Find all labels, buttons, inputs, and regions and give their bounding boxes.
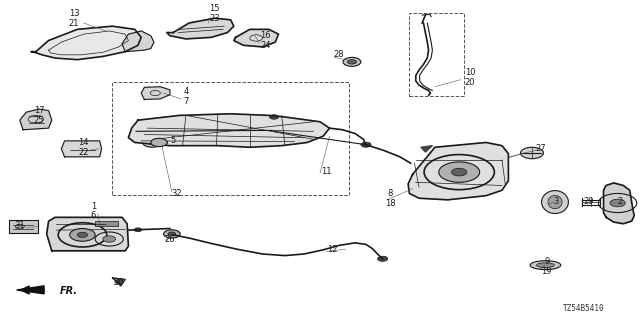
Circle shape [143,138,162,147]
Text: 30: 30 [113,278,124,287]
Text: 15
23: 15 23 [209,4,220,23]
Bar [113,82,349,195]
Bar [9,220,38,233]
Ellipse shape [541,191,568,213]
Text: 26: 26 [164,235,175,244]
Text: 2: 2 [618,197,623,206]
Circle shape [439,162,479,182]
Circle shape [148,140,157,145]
Circle shape [168,232,175,236]
Polygon shape [408,142,508,200]
Polygon shape [421,146,433,152]
Polygon shape [17,286,44,294]
Text: 9
19: 9 19 [541,257,552,276]
Polygon shape [604,183,634,224]
Circle shape [520,147,543,159]
Text: 11: 11 [321,167,332,176]
Circle shape [77,232,88,237]
Circle shape [378,256,388,261]
Text: 5: 5 [170,136,176,145]
Text: 31: 31 [15,221,25,230]
Circle shape [103,236,116,242]
Text: 14
22: 14 22 [79,138,89,156]
Circle shape [610,199,625,207]
Bar [410,13,464,96]
Circle shape [134,228,142,232]
Polygon shape [61,141,102,157]
Text: 27: 27 [535,144,546,153]
Polygon shape [113,278,125,286]
Text: 29: 29 [583,197,593,206]
Text: 1
6: 1 6 [91,202,96,220]
Bar [95,220,118,226]
Text: 8
18: 8 18 [385,189,396,208]
Polygon shape [167,18,234,39]
Text: TZ54B5410: TZ54B5410 [563,304,604,313]
Text: 17
25: 17 25 [34,106,44,125]
Text: 16
24: 16 24 [260,31,271,50]
Circle shape [70,228,95,241]
Circle shape [115,280,123,284]
Polygon shape [129,114,330,147]
Polygon shape [141,87,170,100]
Text: FR.: FR. [60,286,77,296]
Polygon shape [31,26,141,60]
Text: 12: 12 [328,245,338,254]
Polygon shape [47,217,129,251]
Polygon shape [234,29,278,47]
Circle shape [348,60,356,64]
Text: 13
21: 13 21 [69,9,79,28]
Circle shape [343,57,361,66]
Polygon shape [122,31,154,52]
Ellipse shape [530,261,561,270]
Circle shape [452,168,467,176]
Text: 10
20: 10 20 [465,68,476,86]
Circle shape [269,115,278,119]
Circle shape [151,138,168,147]
Circle shape [361,142,371,147]
Text: 32: 32 [171,189,182,198]
Ellipse shape [536,263,554,268]
Circle shape [164,230,180,238]
Text: 4
7: 4 7 [183,87,189,106]
Text: 3: 3 [554,197,559,206]
Polygon shape [20,109,52,130]
Text: 28: 28 [334,50,344,59]
Ellipse shape [548,196,562,209]
